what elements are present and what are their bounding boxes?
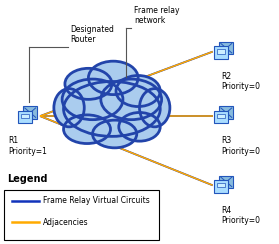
Ellipse shape xyxy=(116,75,160,107)
Text: Frame Relay Virtual Circuits: Frame Relay Virtual Circuits xyxy=(43,196,150,205)
FancyBboxPatch shape xyxy=(217,183,225,187)
Text: Frame relay
network: Frame relay network xyxy=(134,6,179,25)
FancyBboxPatch shape xyxy=(214,180,229,193)
Text: R4
Priority=0: R4 Priority=0 xyxy=(221,206,260,225)
Ellipse shape xyxy=(54,89,84,127)
FancyBboxPatch shape xyxy=(21,114,29,118)
FancyBboxPatch shape xyxy=(217,49,225,53)
FancyBboxPatch shape xyxy=(23,106,37,119)
Text: R3
Priority=0: R3 Priority=0 xyxy=(221,136,260,156)
FancyBboxPatch shape xyxy=(18,111,32,123)
FancyBboxPatch shape xyxy=(219,106,234,119)
Ellipse shape xyxy=(64,115,110,143)
Ellipse shape xyxy=(119,112,160,141)
Text: Designated
Router: Designated Router xyxy=(70,25,114,44)
Ellipse shape xyxy=(62,79,123,120)
FancyBboxPatch shape xyxy=(4,190,159,240)
Ellipse shape xyxy=(93,120,137,148)
Ellipse shape xyxy=(101,79,162,120)
Ellipse shape xyxy=(88,61,138,95)
FancyBboxPatch shape xyxy=(217,114,225,118)
Text: R1
Priority=1: R1 Priority=1 xyxy=(8,136,47,156)
FancyBboxPatch shape xyxy=(214,46,229,59)
Text: Adjacencies: Adjacencies xyxy=(43,218,88,227)
FancyBboxPatch shape xyxy=(219,42,234,54)
FancyBboxPatch shape xyxy=(214,111,229,123)
Ellipse shape xyxy=(65,68,112,99)
Text: Legend: Legend xyxy=(7,174,47,184)
Ellipse shape xyxy=(140,89,170,127)
Text: R2
Priority=0: R2 Priority=0 xyxy=(221,72,260,91)
FancyBboxPatch shape xyxy=(219,176,234,188)
Ellipse shape xyxy=(64,81,160,136)
